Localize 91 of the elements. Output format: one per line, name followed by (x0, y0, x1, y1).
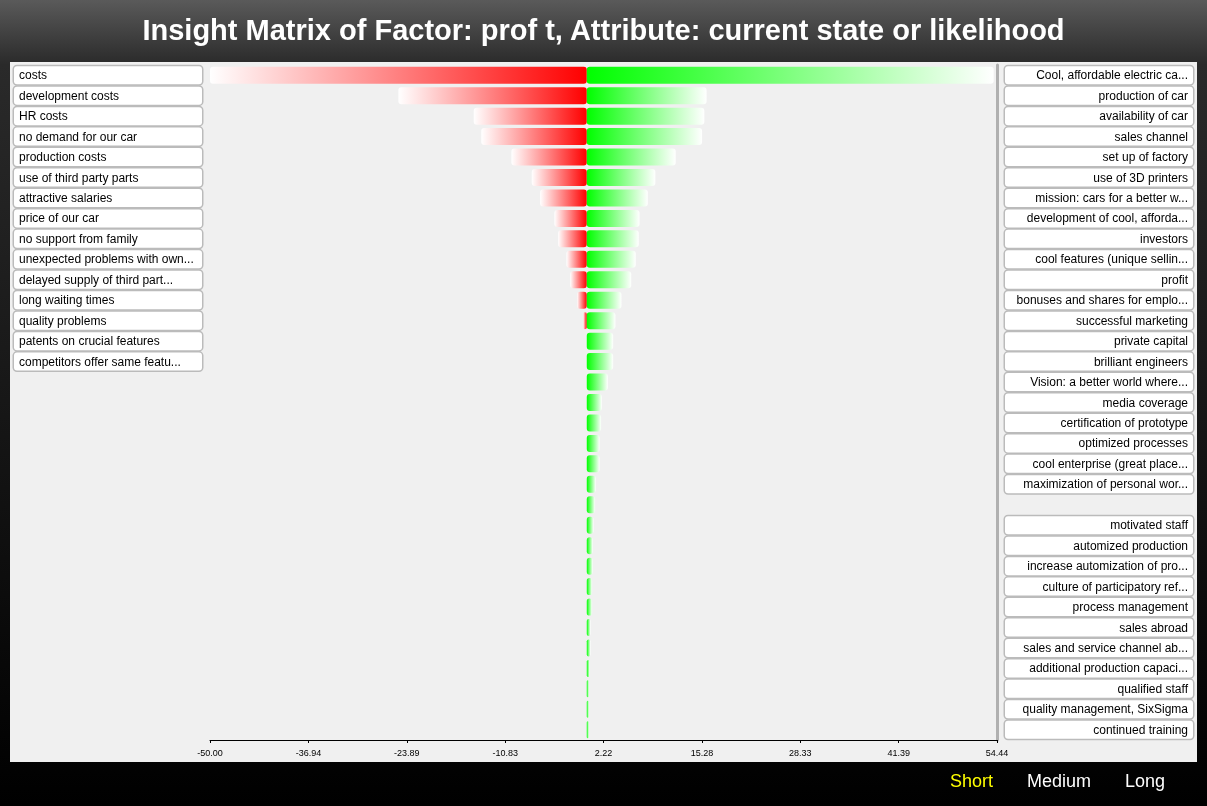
x-tick-label: -50.00 (197, 747, 223, 758)
y2-tick-label: certification of prototype (1060, 415, 1189, 430)
bar (586, 291, 622, 309)
bar (586, 332, 614, 350)
chart-title: Insight Matrix of Factor: prof t, Attribute: current state or likelihood (141, 14, 1066, 47)
bar (586, 230, 639, 248)
y2-tick-label: cool features (unique sellin... (1035, 252, 1188, 267)
bar (586, 148, 676, 166)
bar (473, 107, 587, 125)
y2-tick-label: private capital (1113, 334, 1188, 349)
bar (586, 250, 636, 268)
x-tick-label: -23.89 (393, 747, 420, 758)
bar (586, 434, 600, 452)
bar (481, 128, 587, 146)
y2-tick-label: availability of car (1099, 109, 1188, 124)
y-tick-label: no demand for our car (19, 129, 138, 144)
bar (586, 271, 632, 289)
x-tick-label: 41.39 (887, 747, 910, 758)
x-tick-label: 28.33 (788, 747, 812, 758)
bar (210, 66, 587, 84)
y2-tick-label: brilliant engineers (1093, 354, 1188, 369)
y-tick-label: costs (19, 68, 48, 83)
y-tick-label: delayed supply of third part... (19, 272, 174, 287)
y2-tick-label: optimized processes (1078, 436, 1188, 451)
y2-tick-label: automized production (1073, 538, 1188, 553)
y-tick-label: price of our car (19, 211, 100, 226)
y2-tick-label: culture of participatory ref... (1042, 579, 1188, 594)
bar (586, 209, 640, 227)
bar (586, 455, 600, 473)
y-tick-label: unexpected problems with own... (19, 252, 194, 267)
y2-tick-label: production of car (1098, 88, 1188, 103)
y2-tick-label: increase automization of pro... (1027, 559, 1188, 574)
y-tick-label: patents on crucial features (19, 334, 160, 349)
y2-tick-label: use of 3D printers (1093, 170, 1188, 185)
y2-tick-label: qualified staff (1117, 681, 1189, 696)
y-tick-label: attractive salaries (19, 190, 113, 205)
bar (586, 414, 602, 432)
y2-tick-label: bonuses and shares for emplo... (1016, 293, 1188, 308)
y2-tick-label: sales abroad (1119, 620, 1188, 635)
y-tick-label: no support from family (19, 231, 138, 246)
bar (586, 394, 602, 411)
y2-tick-label: additional production capaci... (1029, 661, 1188, 676)
bar (570, 271, 587, 289)
bar (398, 87, 587, 105)
x-tick-label: -36.94 (295, 747, 322, 758)
text: Short (949, 771, 993, 791)
y-tick-label: competitors offer same featu... (19, 354, 181, 369)
y2-tick-label: cool enterprise (great place... (1032, 456, 1188, 471)
y2-tick-label: quality management, SixSigma (1022, 702, 1189, 717)
bar (586, 87, 707, 105)
y2-tick-label: Cool, affordable electric ca... (1036, 68, 1188, 83)
y2-tick-label: continued training (1093, 722, 1188, 737)
bar (586, 373, 608, 391)
y-tick-label: production costs (19, 150, 107, 165)
x-tick-label: -10.83 (492, 747, 518, 758)
x-tick-label: 2.22 (594, 747, 613, 758)
bar (586, 66, 994, 84)
y-tick-label: use of third party parts (19, 170, 139, 185)
y-tick-label: HR costs (19, 109, 68, 124)
x-tick-label: 54.44 (985, 747, 1009, 758)
bar (586, 312, 616, 330)
y2-tick-label: investors (1139, 231, 1188, 246)
y2-tick-label: media coverage (1102, 395, 1189, 410)
y2-tick-label: motivated staff (1110, 518, 1189, 533)
bar (586, 169, 656, 186)
y2-tick-label: maximization of personal wor... (1023, 477, 1188, 492)
bar (558, 230, 587, 248)
y-tick-label: long waiting times (19, 293, 115, 308)
bar (554, 209, 587, 227)
y2-tick-label: successful marketing (1075, 313, 1188, 328)
y2-tick-label: process management (1072, 600, 1189, 615)
y2-tick-label: Vision: a better world where... (1030, 375, 1188, 390)
y2-tick-label: sales channel (1114, 129, 1188, 144)
bar (566, 250, 587, 268)
bar (586, 353, 614, 371)
bar (540, 189, 587, 207)
text: Long (1124, 771, 1165, 791)
bar (586, 107, 705, 125)
y2-tick-label: set up of factory (1102, 150, 1188, 165)
bar (511, 148, 587, 166)
y2-tick-label: mission: cars for a better w... (1035, 190, 1188, 205)
y2-tick-label: development of cool, afforda... (1026, 211, 1188, 226)
bar (531, 169, 587, 186)
x-tick-label: 15.28 (690, 747, 714, 758)
text: Medium (1026, 771, 1091, 791)
bar (586, 189, 648, 207)
y2-tick-label: sales and service channel ab... (1023, 640, 1188, 655)
y-tick-label: development costs (19, 88, 120, 103)
bar (586, 128, 703, 146)
y-tick-label: quality problems (19, 313, 107, 328)
y2-tick-label: profit (1161, 272, 1189, 287)
